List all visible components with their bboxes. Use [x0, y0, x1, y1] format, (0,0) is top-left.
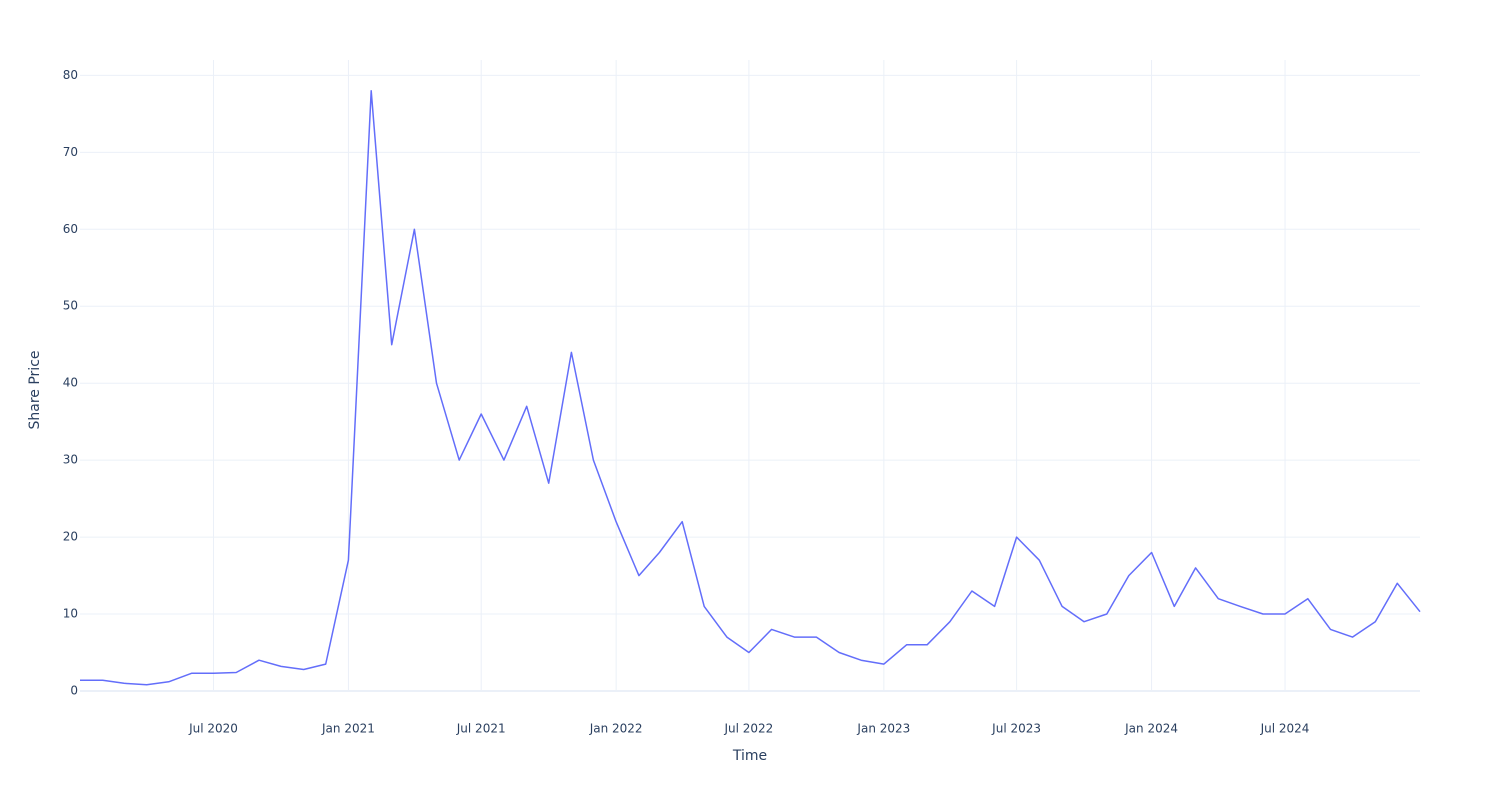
y-tick-label: 60: [63, 222, 78, 236]
x-tick-label: Jul 2021: [456, 722, 506, 736]
y-tick-label: 50: [63, 299, 78, 313]
y-tick-label: 40: [63, 376, 78, 390]
y-tick-label: 30: [63, 453, 78, 467]
y-axis-title: Share Price: [27, 350, 43, 429]
x-tick-label: Jul 2020: [188, 722, 238, 736]
x-axis-title: Time: [732, 748, 767, 764]
x-tick-label: Jan 2023: [856, 722, 910, 736]
x-tick-label: Jan 2022: [589, 722, 643, 736]
y-tick-label: 10: [63, 607, 78, 621]
y-tick-label: 20: [63, 530, 78, 544]
x-tick-label: Jan 2021: [321, 722, 375, 736]
x-tick-label: Jul 2024: [1260, 722, 1310, 736]
x-tick-label: Jan 2024: [1124, 722, 1178, 736]
x-tick-label: Jul 2023: [991, 722, 1041, 736]
y-tick-label: 70: [63, 145, 78, 159]
price-line: [80, 90, 1421, 686]
y-tick-label: 80: [63, 68, 78, 82]
x-tick-label: Jul 2022: [723, 722, 773, 736]
y-tick-label: 0: [70, 684, 78, 698]
